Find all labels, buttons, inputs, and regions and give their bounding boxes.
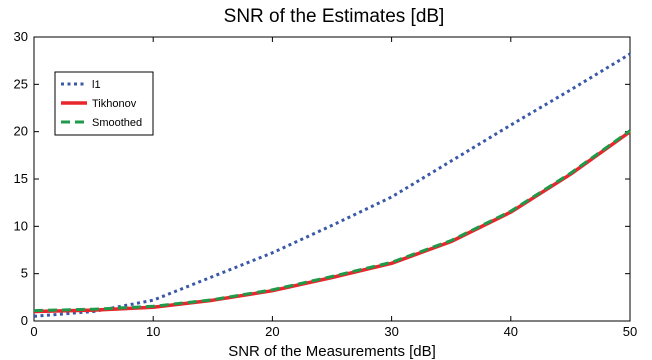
x-tick-label: 0 bbox=[30, 324, 37, 339]
x-tick-label: 50 bbox=[623, 324, 637, 339]
x-tick-label: 40 bbox=[504, 324, 518, 339]
x-axis-label: SNR of the Measurements [dB] bbox=[228, 343, 436, 360]
series-lines bbox=[33, 52, 632, 318]
series-line-l1 bbox=[33, 52, 631, 318]
x-tick-label: 10 bbox=[146, 324, 160, 339]
y-tick-label: 30 bbox=[14, 29, 28, 44]
y-tick-label: 25 bbox=[14, 76, 28, 91]
y-tick-label: 0 bbox=[21, 313, 28, 328]
y-tick-label: 5 bbox=[21, 266, 28, 281]
series-line-smoothed bbox=[33, 129, 631, 313]
chart-title: SNR of the Estimates [dB] bbox=[224, 6, 445, 27]
x-tick-label: 30 bbox=[384, 324, 398, 339]
axis-ticks: 0 10 20 30 40 50 0 5 10 15 20 25 30 bbox=[14, 29, 638, 339]
legend-label: Tikhonov bbox=[92, 98, 137, 110]
y-tick-label: 15 bbox=[14, 171, 28, 186]
legend-label: Smoothed bbox=[92, 117, 142, 129]
legend: l1 Tikhonov Smoothed bbox=[54, 71, 154, 136]
legend-label: l1 bbox=[92, 79, 101, 91]
y-tick-label: 20 bbox=[14, 124, 28, 139]
x-tick-label: 20 bbox=[265, 324, 279, 339]
y-tick-label: 10 bbox=[14, 218, 28, 233]
